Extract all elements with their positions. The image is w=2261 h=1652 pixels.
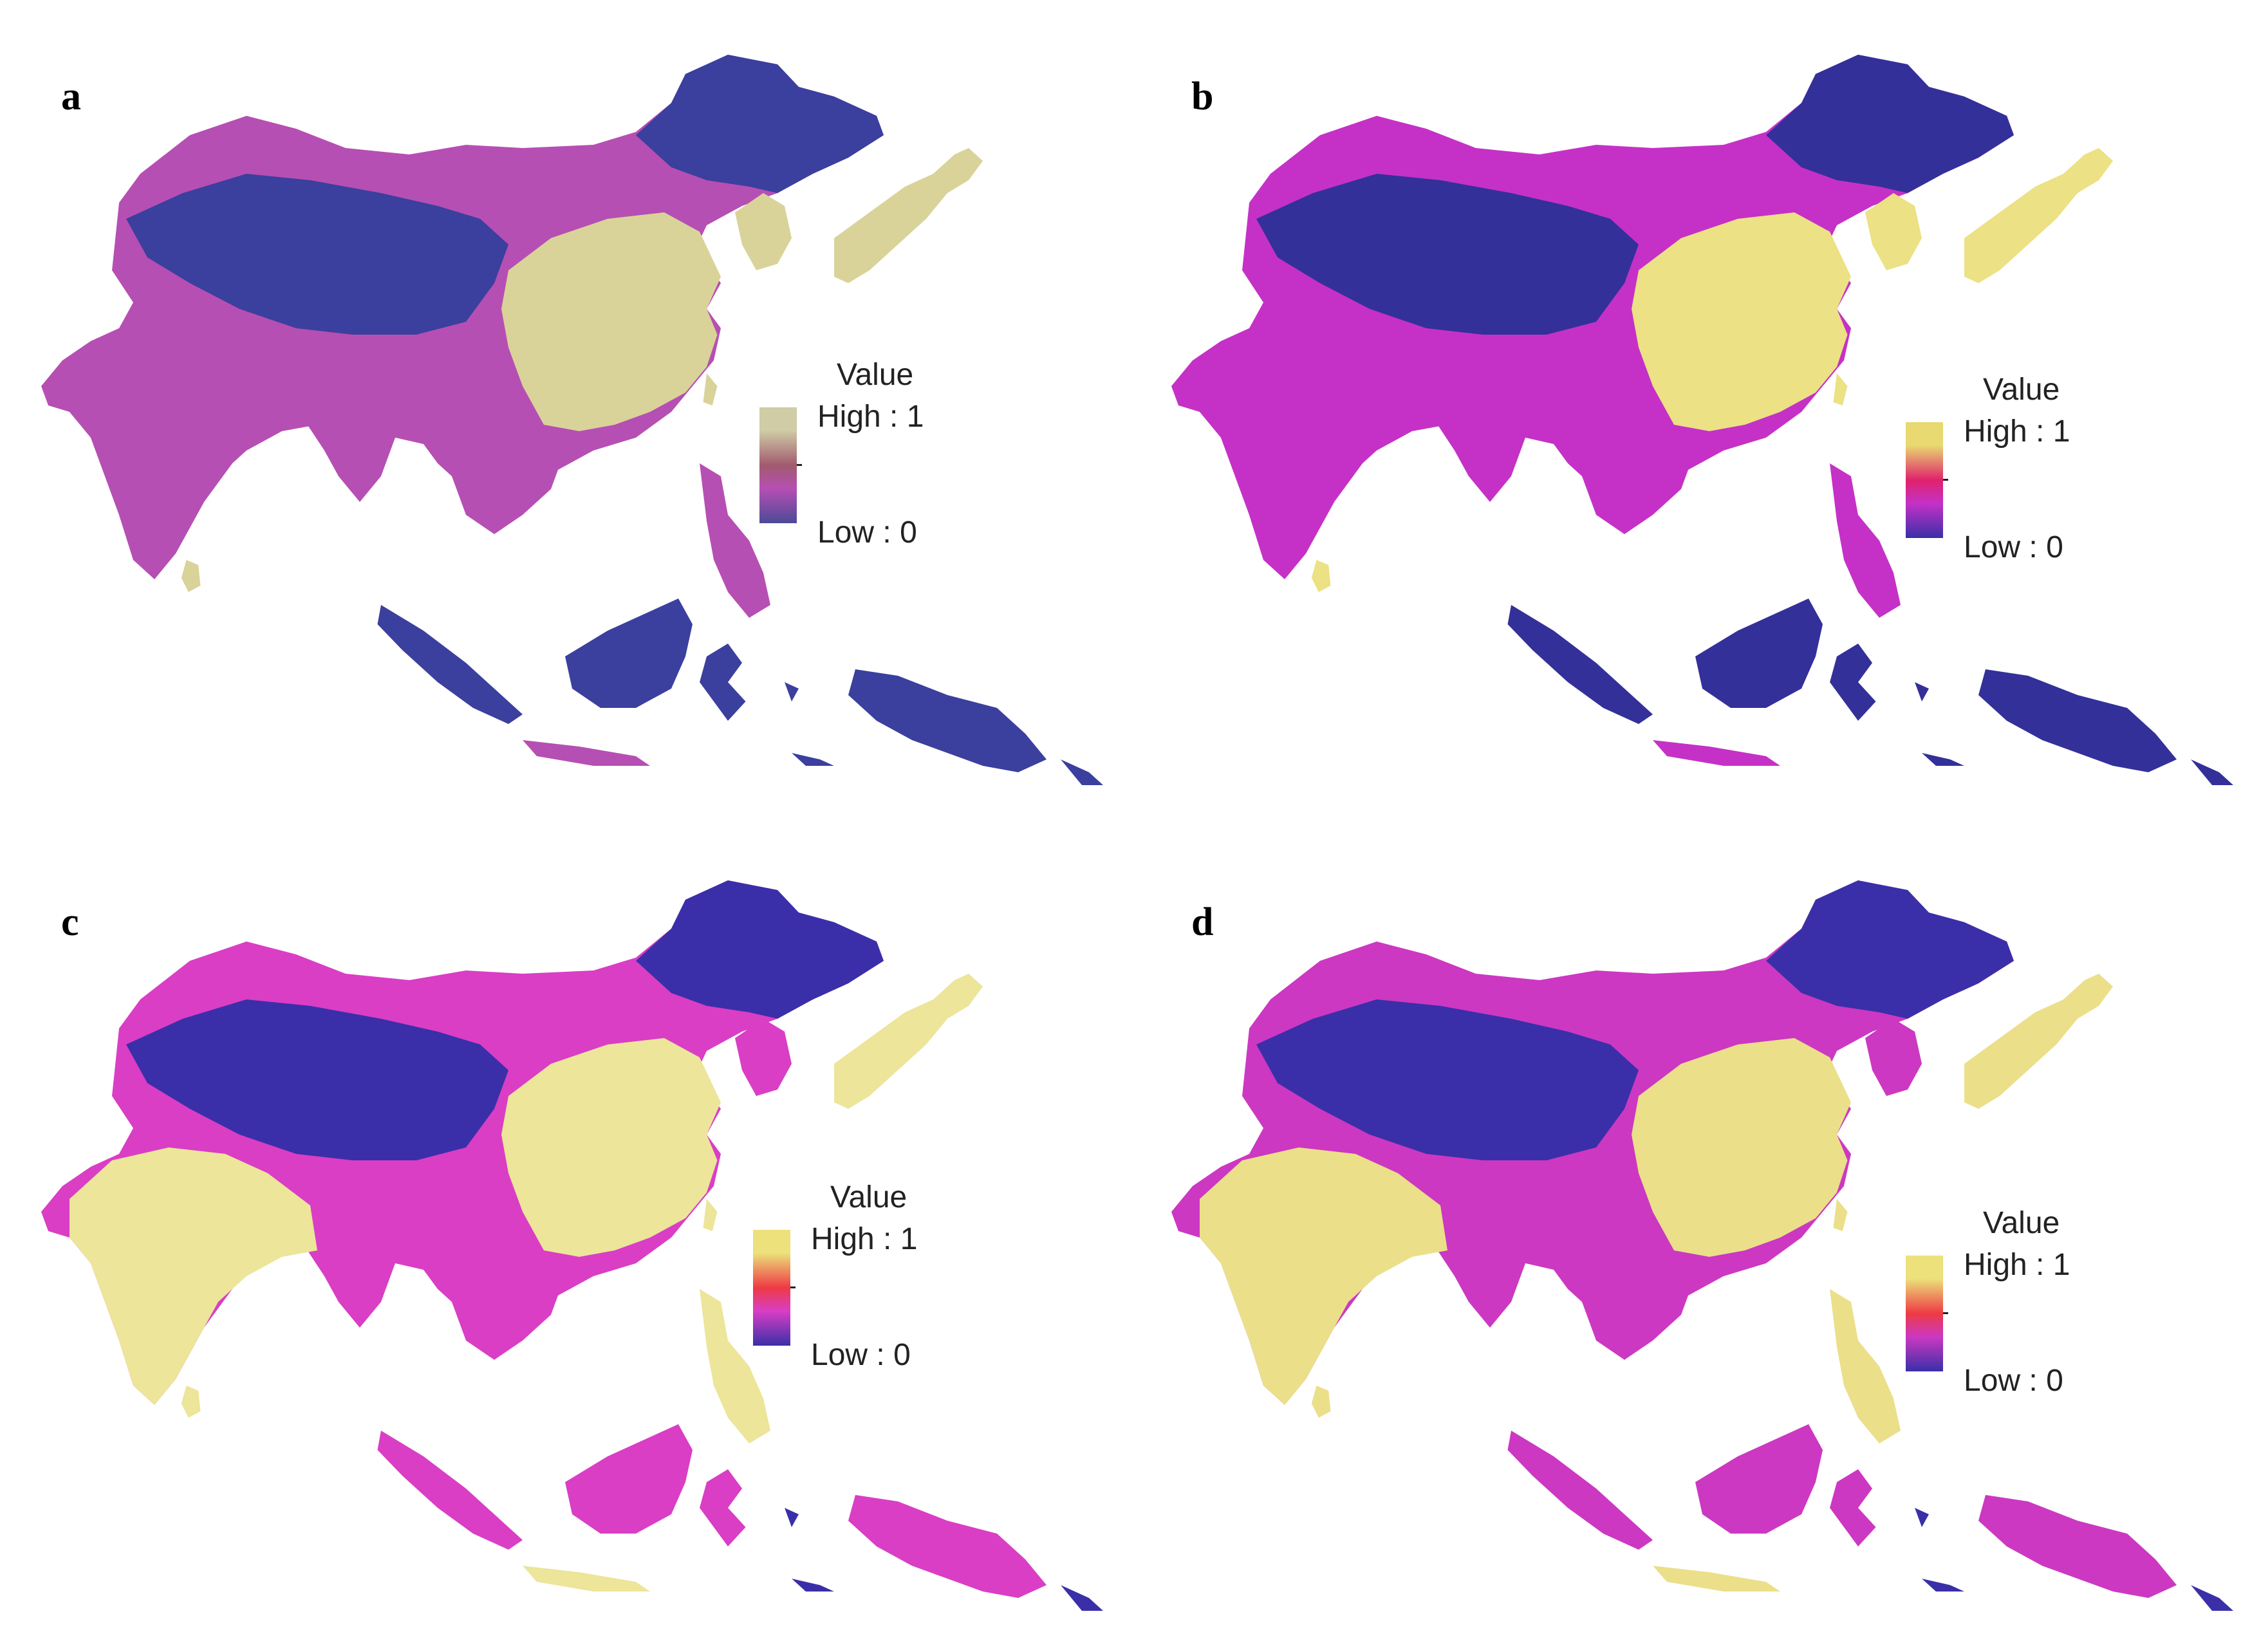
india-region xyxy=(70,322,317,579)
newguinea-region xyxy=(848,669,1047,772)
east-region xyxy=(1632,1038,1851,1257)
legend-title: Value xyxy=(830,1180,907,1214)
sulawesi-region xyxy=(700,644,746,721)
philippines-region xyxy=(700,463,770,618)
india-region xyxy=(70,1147,317,1405)
northeast-region xyxy=(1766,55,2014,193)
legend-tick xyxy=(797,464,802,466)
newguinea-region xyxy=(1978,1495,2177,1598)
india-region xyxy=(1200,1147,1447,1405)
legend-tick xyxy=(1943,1312,1948,1314)
japan-region xyxy=(834,148,983,283)
korea-region xyxy=(1865,1019,1922,1096)
east-region xyxy=(501,212,721,431)
taiwan-region xyxy=(1833,1199,1848,1231)
korea-region xyxy=(1865,193,1922,270)
legend-tick xyxy=(790,1286,796,1288)
panel-label: b xyxy=(1191,75,1214,118)
map-panel-c: c Value High : 1 Low : 0 xyxy=(0,826,1130,1651)
borneo-region xyxy=(565,599,693,708)
borneo-region xyxy=(565,1424,693,1534)
sumatra-region xyxy=(1507,605,1653,724)
legend-title: Value xyxy=(1983,373,2060,407)
newguinea-region xyxy=(848,1495,1047,1598)
plateau-region xyxy=(126,999,508,1160)
srilanka-region xyxy=(1311,1386,1331,1418)
legend-high-label: High : 1 xyxy=(817,400,924,434)
map-panel-d: d Value High : 1 Low : 0 xyxy=(1130,826,2260,1651)
legend-tick xyxy=(1943,479,1948,481)
panel-label: d xyxy=(1191,900,1214,944)
map-panel-a: a Value High : 1 Low : 0 xyxy=(0,0,1130,826)
legend-low-label: Low : 0 xyxy=(1964,1364,2063,1398)
legend: Value High : 1 Low : 0 xyxy=(1906,1199,2112,1418)
japan-region xyxy=(1964,974,2113,1109)
sumatra-region xyxy=(377,1431,523,1550)
java-region xyxy=(523,740,650,766)
plateau-region xyxy=(1256,999,1639,1160)
philippines-region xyxy=(1830,463,1901,618)
legend-title: Value xyxy=(837,358,914,392)
legend-low-label: Low : 0 xyxy=(817,515,917,550)
suitability-map xyxy=(41,880,1103,1611)
sumatra-region xyxy=(1507,1431,1653,1550)
legend: Value High : 1 Low : 0 xyxy=(759,351,965,570)
legend-low-label: Low : 0 xyxy=(811,1338,911,1372)
east-region xyxy=(501,1038,721,1257)
taiwan-region xyxy=(703,1199,718,1231)
newguinea-region xyxy=(1978,669,2177,772)
panel-label: c xyxy=(61,900,79,944)
java-region xyxy=(1653,1566,1780,1592)
suitability-map xyxy=(41,55,1103,785)
legend: Value High : 1 Low : 0 xyxy=(1906,366,2112,584)
java-region xyxy=(523,1566,650,1592)
java-region xyxy=(1653,740,1780,766)
japan-region xyxy=(1964,148,2113,283)
legend-high-label: High : 1 xyxy=(1964,414,2070,449)
srilanka-region xyxy=(181,1386,201,1418)
philippines-region xyxy=(700,1289,770,1443)
legend-color-ramp xyxy=(1906,422,1943,538)
east-region xyxy=(1632,212,1851,431)
srilanka-region xyxy=(1311,560,1331,592)
legend-title: Value xyxy=(1983,1206,2060,1240)
plateau-region xyxy=(1256,174,1639,335)
japan-region xyxy=(834,974,983,1109)
legend-color-ramp xyxy=(759,407,797,523)
srilanka-region xyxy=(181,560,201,592)
suitability-map xyxy=(1171,55,2233,785)
northeast-region xyxy=(1766,880,2014,1019)
india-region xyxy=(1200,322,1447,579)
sulawesi-region xyxy=(700,1469,746,1546)
legend-low-label: Low : 0 xyxy=(1964,530,2063,564)
taiwan-region xyxy=(1833,373,1848,405)
legend: Value High : 1 Low : 0 xyxy=(753,1173,959,1392)
korea-region xyxy=(735,1019,792,1096)
borneo-region xyxy=(1695,599,1823,708)
northeast-region xyxy=(636,55,884,193)
borneo-region xyxy=(1695,1424,1823,1534)
korea-region xyxy=(735,193,792,270)
sulawesi-region xyxy=(1830,1469,1876,1546)
sulawesi-region xyxy=(1830,644,1876,721)
philippines-region xyxy=(1830,1289,1901,1443)
panel-label: a xyxy=(61,75,81,118)
legend-high-label: High : 1 xyxy=(1964,1248,2070,1282)
plateau-region xyxy=(126,174,508,335)
legend-color-ramp xyxy=(1906,1256,1943,1371)
map-panel-b: b Value High : 1 Low : 0 xyxy=(1130,0,2260,826)
legend-color-ramp xyxy=(753,1230,790,1346)
northeast-region xyxy=(636,880,884,1019)
taiwan-region xyxy=(703,373,718,405)
suitability-map xyxy=(1171,880,2233,1611)
sumatra-region xyxy=(377,605,523,724)
legend-high-label: High : 1 xyxy=(811,1222,918,1256)
